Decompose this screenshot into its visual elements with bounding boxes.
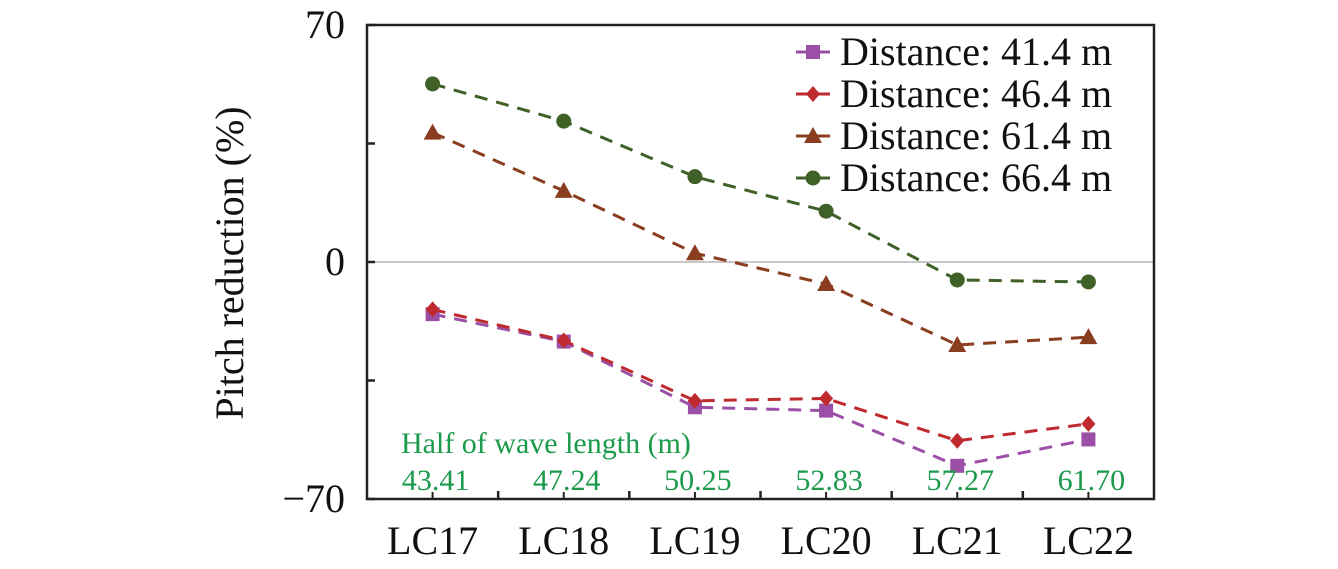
marker-circle bbox=[556, 113, 572, 129]
y-tick-label: 70 bbox=[305, 2, 345, 47]
legend-label: Distance: 41.4 m bbox=[840, 29, 1112, 74]
marker-triangle bbox=[817, 275, 836, 292]
marker-diamond bbox=[556, 332, 571, 349]
marker-circle bbox=[425, 76, 441, 92]
x-ticks: LC17 LC18 LC19 LC20 LC21 LC22 bbox=[387, 491, 1134, 563]
legend-item: Distance: 66.4 m bbox=[796, 155, 1112, 200]
legend-item: Distance: 61.4 m bbox=[796, 113, 1112, 158]
annotation-value: 52.83 bbox=[795, 464, 863, 497]
legend-item: Distance: 46.4 m bbox=[796, 71, 1112, 116]
series-line bbox=[432, 82, 1089, 284]
x-tick-label: LC21 bbox=[912, 518, 1003, 563]
annotation-value: 50.25 bbox=[664, 464, 732, 497]
marker-triangle bbox=[804, 127, 822, 143]
x-tick-label: LC18 bbox=[518, 518, 609, 563]
marker-circle bbox=[818, 203, 834, 219]
marker-diamond bbox=[1081, 415, 1096, 432]
series-line bbox=[432, 307, 1089, 443]
series-layer bbox=[423, 76, 1098, 473]
series-distance-61-4-m bbox=[423, 123, 1098, 352]
marker-triangle bbox=[948, 335, 967, 352]
series-distance-66-4-m bbox=[425, 76, 1096, 290]
series-line bbox=[431, 131, 1089, 347]
series-line bbox=[432, 312, 1089, 468]
x-tick-label: LC22 bbox=[1043, 518, 1134, 563]
marker-diamond bbox=[806, 86, 820, 102]
legend-item: Distance: 41.4 m bbox=[796, 29, 1112, 74]
marker-circle bbox=[687, 169, 703, 185]
x-tick-label: LC19 bbox=[649, 518, 740, 563]
marker-circle bbox=[949, 272, 965, 288]
legend-label: Distance: 46.4 m bbox=[840, 71, 1112, 116]
annotation-value: 61.70 bbox=[1058, 464, 1126, 497]
marker-triangle bbox=[423, 123, 442, 140]
marker-square bbox=[819, 403, 834, 418]
marker-diamond bbox=[819, 390, 834, 407]
legend-label: Distance: 61.4 m bbox=[840, 113, 1112, 158]
y-tick-label: −70 bbox=[282, 476, 345, 521]
marker-square bbox=[950, 458, 965, 473]
marker-triangle bbox=[685, 244, 704, 261]
marker-diamond bbox=[950, 432, 965, 449]
x-tick-label: LC17 bbox=[387, 518, 478, 563]
marker-triangle bbox=[1079, 328, 1098, 345]
annotation-value: 57.27 bbox=[927, 464, 995, 497]
marker-diamond bbox=[687, 392, 702, 409]
marker-square bbox=[1081, 432, 1096, 447]
annotation-values: 43.41 47.24 50.25 52.83 57.27 61.70 bbox=[402, 464, 1125, 497]
marker-circle bbox=[805, 170, 821, 186]
legend-label: Distance: 66.4 m bbox=[840, 155, 1112, 200]
x-tick-label: LC20 bbox=[781, 518, 872, 563]
annotation-title: Half of wave length (m) bbox=[401, 427, 691, 460]
y-axis-label: Pitch reduction (%) bbox=[207, 106, 252, 419]
y-ticks: 70 0 −70 bbox=[282, 2, 375, 521]
annotation-value: 43.41 bbox=[402, 464, 470, 497]
series-distance-46-4-m bbox=[425, 301, 1096, 449]
marker-square bbox=[806, 45, 820, 59]
marker-diamond bbox=[425, 301, 440, 318]
annotation-value: 47.24 bbox=[533, 464, 601, 497]
marker-triangle bbox=[554, 181, 573, 198]
marker-circle bbox=[1080, 274, 1096, 290]
y-tick-label: 0 bbox=[325, 239, 345, 284]
